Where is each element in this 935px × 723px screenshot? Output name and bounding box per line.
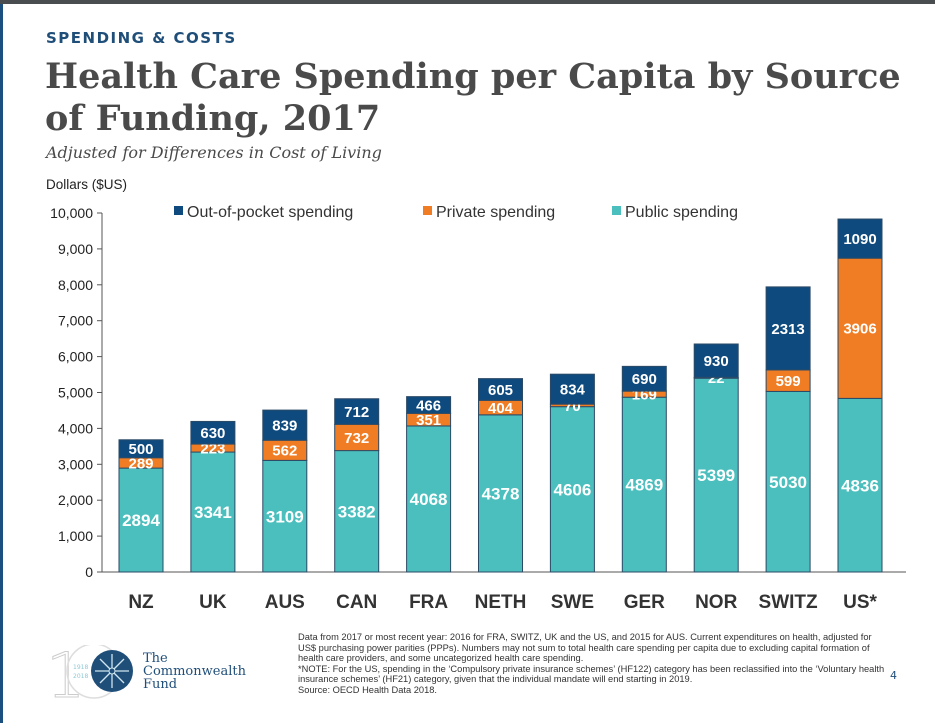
bar-segment: [837, 397, 883, 573]
logo-text: The Commonwealth Fund: [143, 651, 246, 692]
bar-segment: [262, 409, 308, 441]
legend-swatch: [423, 206, 432, 215]
left-border: [0, 4, 3, 723]
data-label: 690: [632, 371, 657, 388]
footnote-source: Source: OECD Health Data 2018.: [298, 684, 438, 695]
data-label: 2894: [122, 511, 160, 530]
bar-segment: [262, 459, 308, 573]
data-label: 834: [560, 382, 586, 399]
bar-segment: [549, 373, 595, 405]
x-tick-label: US*: [843, 592, 877, 613]
top-border: [0, 0, 935, 4]
data-label: 223: [200, 440, 225, 457]
legend-label: Public spending: [625, 204, 738, 221]
data-label: 4606: [553, 480, 591, 499]
legend-swatch: [174, 206, 183, 215]
y-tick-label: 4,000: [58, 420, 93, 436]
svg-text:1: 1: [46, 645, 85, 700]
data-label: 5030: [769, 473, 807, 492]
data-label: 4869: [625, 476, 663, 495]
data-label: 712: [344, 404, 369, 421]
y-tick-label: 10,000: [50, 205, 93, 221]
page-number: 4: [890, 669, 897, 682]
bar-segment: [621, 396, 667, 573]
chart-title: Health Care Spending per Capita by Sourc…: [45, 56, 901, 139]
data-label: 4378: [482, 485, 520, 504]
data-label: 630: [200, 425, 225, 442]
data-label: 3382: [338, 502, 376, 521]
legend-label: Private spending: [436, 204, 555, 221]
chart-subtitle: Adjusted for Differences in Cost of Livi…: [46, 143, 382, 162]
y-axis-label: Dollars ($US): [46, 177, 127, 192]
y-tick-label: 0: [85, 564, 93, 580]
x-tick-label: SWE: [551, 592, 594, 613]
data-label: 599: [776, 373, 801, 390]
y-tick-label: 3,000: [58, 456, 93, 472]
data-label: 2313: [771, 321, 804, 338]
x-tick-label: FRA: [409, 592, 448, 613]
x-tick-label: UK: [199, 592, 227, 613]
footnotes: Data from 2017 or most recent year: 2016…: [298, 632, 888, 695]
x-tick-label: CAN: [336, 592, 377, 613]
bar-segment: [765, 286, 811, 371]
data-label: 3906: [843, 321, 876, 338]
data-label: 500: [128, 441, 153, 458]
commonwealth-fund-logo: 1 1918 2018: [46, 645, 133, 700]
bar-segment: [190, 420, 236, 445]
footnote-data: Data from 2017 or most recent year: 2016…: [298, 632, 872, 663]
bar-segment: [693, 343, 739, 378]
data-label: 839: [272, 418, 297, 435]
data-label: 351: [416, 412, 441, 429]
y-tick-label: 8,000: [58, 277, 93, 293]
legend-swatch: [612, 206, 621, 215]
data-label: 562: [272, 443, 297, 460]
x-tick-label: NETH: [475, 592, 527, 613]
data-label: 4068: [410, 490, 448, 509]
bar-segment: [118, 467, 164, 573]
x-tick-label: NZ: [128, 592, 154, 613]
bar-segment: [765, 390, 811, 573]
y-tick-label: 1,000: [58, 528, 93, 544]
footnote-us-note: *NOTE: For the US, spending in the ‘Comp…: [298, 663, 885, 685]
data-label: 605: [488, 382, 513, 399]
bar-segment: [334, 398, 380, 425]
data-label: 4836: [841, 476, 879, 495]
bar-segment: [478, 378, 523, 401]
y-tick-label: 5,000: [58, 385, 93, 401]
data-label: 1090: [843, 231, 876, 248]
data-label: 404: [488, 400, 514, 417]
bar-segment: [693, 377, 739, 573]
y-tick-label: 9,000: [58, 241, 93, 257]
x-tick-label: SWITZ: [759, 592, 818, 613]
bar-segment: [334, 450, 380, 573]
bar-segment: [406, 396, 452, 414]
y-tick-label: 7,000: [58, 313, 93, 329]
data-label: 732: [344, 430, 369, 447]
bar-segment: [837, 257, 883, 399]
section-kicker: SPENDING & COSTS: [46, 29, 237, 47]
bar-segment: [478, 414, 523, 573]
data-label: 3341: [194, 503, 232, 522]
bar-segment: [406, 425, 452, 573]
bar-segment: [190, 451, 236, 573]
svg-text:2018: 2018: [73, 673, 88, 680]
data-label: 5399: [697, 466, 735, 485]
legend-label: Out-of-pocket spending: [187, 204, 353, 221]
x-tick-label: AUS: [265, 592, 305, 613]
data-label: 930: [704, 353, 729, 370]
bar-segment: [837, 218, 883, 259]
bar-segment: [621, 365, 667, 392]
y-tick-label: 6,000: [58, 349, 93, 365]
bar-segment: [118, 439, 164, 459]
x-tick-label: NOR: [695, 592, 738, 613]
svg-text:1918: 1918: [73, 664, 88, 671]
y-tick-label: 2,000: [58, 492, 93, 508]
data-label: 289: [128, 455, 153, 472]
data-label: 466: [416, 397, 441, 414]
data-label: 3109: [266, 507, 304, 526]
x-tick-label: GER: [624, 592, 665, 613]
